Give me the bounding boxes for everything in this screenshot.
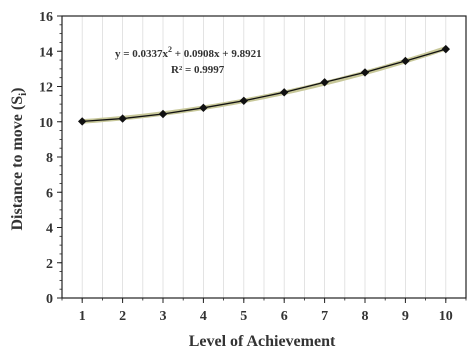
equation-part-1: y = 0.0337x (115, 48, 169, 60)
data-point (401, 56, 410, 66)
x-tick-label: 2 (119, 309, 126, 324)
y-axis-title: Distance to move (Si) (9, 87, 29, 230)
x-tick-label: 8 (362, 309, 369, 324)
data-point (441, 44, 450, 54)
data-series (78, 44, 450, 126)
data-point (158, 109, 168, 119)
x-tick-label: 5 (240, 309, 247, 324)
data-point (360, 68, 370, 77)
x-tick-label: 4 (200, 309, 207, 324)
equation-part-2: + 0.0908x + 9.8921 (172, 48, 262, 60)
data-point (199, 103, 208, 113)
y-tick-label: 6 (46, 186, 53, 201)
y-tick-label: 4 (46, 222, 53, 237)
data-point (320, 78, 329, 87)
y-tick-label: 2 (46, 257, 53, 272)
trendline-equation: y = 0.0337x2 + 0.0908x + 9.8921 (115, 45, 262, 60)
y-tick-label: 10 (39, 116, 53, 131)
data-point (280, 88, 289, 97)
equation-exponent: 2 (168, 45, 172, 54)
y-tick-label: 14 (39, 45, 53, 60)
r-squared-label: R² = 0.9997 (171, 64, 225, 76)
series-line (82, 48, 446, 123)
data-point (118, 114, 127, 123)
y-axis-title-main: Distance to move (S (9, 96, 26, 231)
grid (61, 16, 467, 298)
y-tick-label: 0 (46, 292, 53, 307)
axes (57, 15, 467, 303)
x-axis-title: Level of Achievement (189, 333, 336, 350)
y-tick-label: 16 (39, 10, 53, 25)
x-tick-label: 6 (281, 309, 288, 324)
x-tick-label: 10 (439, 309, 453, 324)
data-point (239, 96, 248, 105)
x-tick-label: 3 (160, 309, 167, 324)
x-tick-label: 1 (79, 309, 86, 324)
y-axis-title-subscript: i (17, 93, 29, 96)
x-tick-label: 9 (402, 309, 409, 324)
x-tick-label: 7 (321, 309, 328, 324)
y-tick-label: 8 (46, 151, 53, 166)
y-tick-label: 12 (39, 81, 53, 96)
y-axis-title-end: ) (9, 87, 26, 92)
data-point (78, 117, 87, 126)
